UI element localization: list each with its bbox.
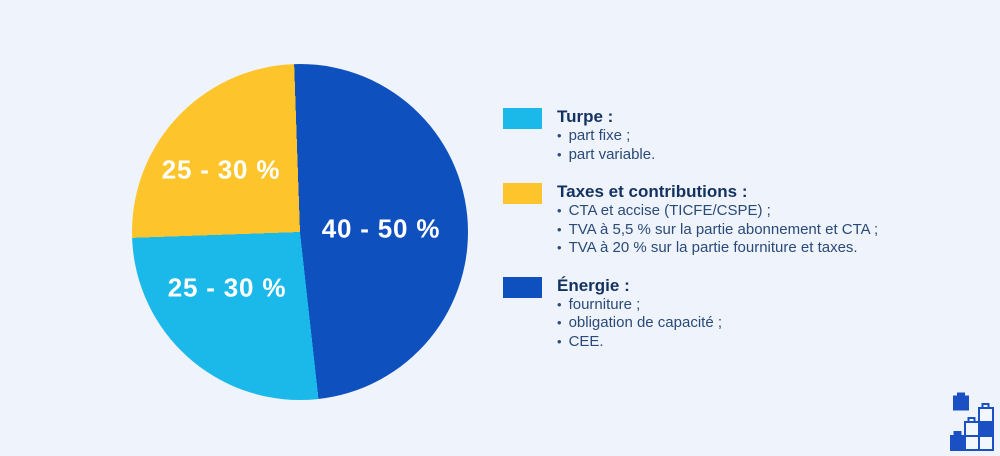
legend-text-taxes: Taxes et contributions : CTA et accise (… xyxy=(557,182,878,258)
legend: Turpe : part fixe ; part variable. Taxes… xyxy=(503,107,878,351)
pie-value-label-turpe: 25 - 30 % xyxy=(167,272,287,303)
legend-bullet: part fixe ; xyxy=(557,127,655,146)
legend-bullet: fourniture ; xyxy=(557,296,722,315)
legend-swatch-turpe xyxy=(503,108,542,129)
battery-blocks-logo-icon xyxy=(950,392,994,451)
pie-chart xyxy=(132,64,468,400)
legend-bullet: CTA et accise (TICFE/CSPE) ; xyxy=(557,202,878,221)
legend-item-energie: Énergie : fourniture ; obligation de cap… xyxy=(503,276,878,352)
legend-bullet: obligation de capacité ; xyxy=(557,314,722,333)
legend-bullet: CEE. xyxy=(557,333,722,352)
legend-item-taxes: Taxes et contributions : CTA et accise (… xyxy=(503,182,878,258)
legend-bullets-energie: fourniture ; obligation de capacité ; CE… xyxy=(557,296,722,352)
legend-text-energie: Énergie : fourniture ; obligation de cap… xyxy=(557,276,722,352)
legend-title-turpe: Turpe : xyxy=(557,107,614,126)
legend-swatch-energie xyxy=(503,276,542,298)
legend-swatch-taxes xyxy=(503,183,542,204)
pie-value-label-taxes: 25 - 30 % xyxy=(161,154,281,185)
legend-bullet: TVA à 20 % sur la partie fourniture et t… xyxy=(557,239,878,258)
legend-item-turpe: Turpe : part fixe ; part variable. xyxy=(503,107,878,164)
legend-bullet: TVA à 5,5 % sur la partie abonnement et … xyxy=(557,221,879,240)
legend-title-energie: Énergie : xyxy=(557,275,630,295)
legend-bullets-turpe: part fixe ; part variable. xyxy=(557,127,656,165)
legend-bullets-taxes: CTA et accise (TICFE/CSPE) ; TVA à 5,5 %… xyxy=(557,202,879,258)
legend-bullet: part variable. xyxy=(557,146,656,165)
legend-text-turpe: Turpe : part fixe ; part variable. xyxy=(557,107,655,164)
legend-title-taxes: Taxes et contributions : xyxy=(557,182,748,201)
pie-value-label-energie: 40 - 50 % xyxy=(321,213,441,244)
